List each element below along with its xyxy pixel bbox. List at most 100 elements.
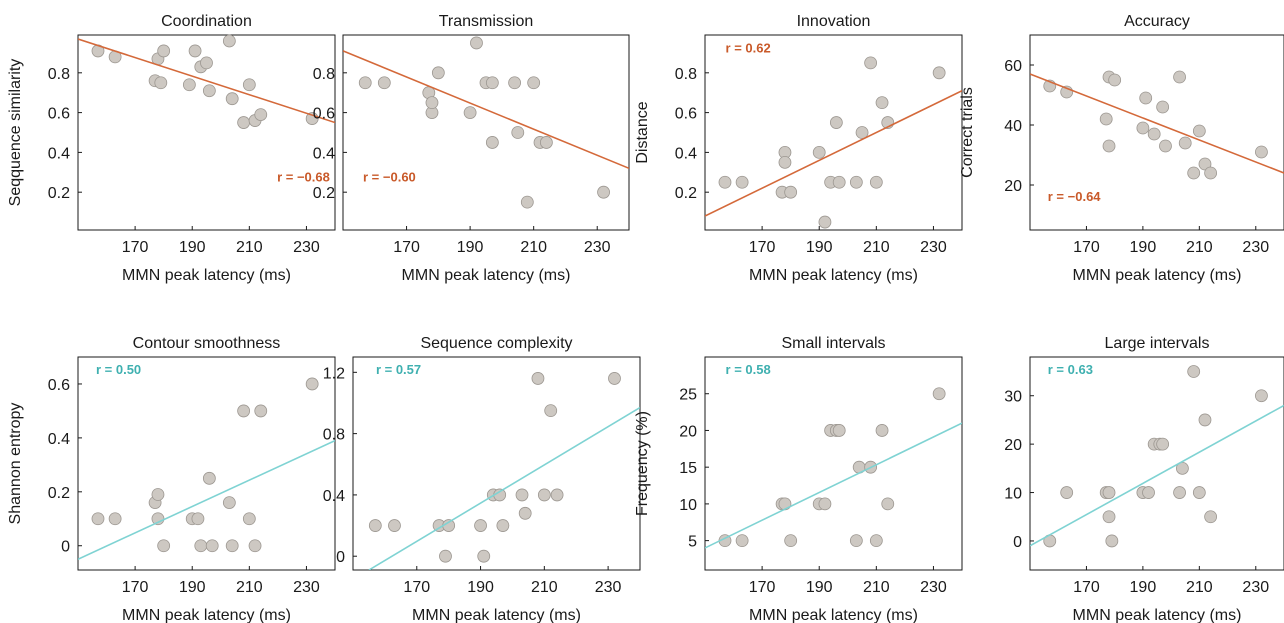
data-point (718, 175, 732, 189)
y-tick-label: 20 (679, 423, 697, 440)
y-tick-label: 0.2 (48, 185, 70, 202)
data-point (474, 519, 487, 532)
r-value-label: r = 0.50 (96, 362, 141, 377)
data-point (544, 404, 558, 418)
y-axis-label: Shannon entropy (7, 403, 24, 525)
data-point (818, 215, 832, 229)
chart-title: Contour smoothness (133, 335, 281, 352)
x-tick-label: 210 (863, 579, 890, 596)
data-point (511, 126, 525, 139)
plot-frame (342, 34, 630, 231)
data-point (1187, 365, 1201, 378)
fit-line (705, 422, 962, 549)
y-tick-label: 0.4 (48, 145, 70, 162)
chart-title: Small intervals (781, 335, 885, 352)
data-point (784, 185, 798, 199)
fit-line (1030, 73, 1284, 174)
y-tick-label: 1.2 (323, 365, 345, 382)
data-point (1192, 486, 1206, 499)
data-point (222, 34, 236, 48)
data-point (1060, 486, 1074, 499)
data-point (550, 488, 564, 502)
data-point (191, 512, 205, 526)
panel-0: Coordination 170 190 210 230 0.2 0.4 0.6 0.8 MMN … (7, 13, 336, 284)
y-tick-label: 0.4 (313, 145, 335, 162)
y-tick-label: 0.6 (48, 106, 70, 123)
data-point (778, 497, 792, 511)
panel-4: Contour smoothness 170 190 210 230 0 0.2 0.4 0.6… (7, 335, 336, 623)
chart-title: Coordination (161, 13, 252, 30)
y-tick-label: 0.4 (675, 145, 697, 162)
x-tick-label: 230 (293, 579, 320, 596)
data-point (377, 76, 391, 90)
data-point (869, 175, 883, 189)
data-point (1142, 486, 1155, 499)
data-point (91, 512, 105, 526)
x-tick-label: 210 (863, 239, 890, 256)
r-value-label: r = −0.60 (363, 169, 416, 184)
data-point (254, 108, 268, 121)
data-point (1173, 70, 1186, 84)
data-point (812, 145, 826, 159)
y-axis-label: Frequency (%) (634, 411, 651, 516)
data-point (425, 96, 439, 110)
x-tick-label: 190 (179, 579, 206, 596)
data-point (1099, 112, 1113, 126)
data-point (1108, 73, 1122, 87)
x-axis-label: MMN peak latency (ms) (1073, 267, 1242, 284)
x-axis-label: MMN peak latency (ms) (122, 267, 291, 284)
x-tick-label: 230 (920, 239, 947, 256)
data-point (358, 76, 372, 90)
y-tick-label: 0.6 (313, 106, 335, 123)
y-tick-label: 0.2 (675, 185, 697, 202)
data-point (439, 549, 452, 563)
data-point (1187, 166, 1201, 180)
chart-title: Large intervals (1105, 335, 1210, 352)
r-value-label: r = 0.62 (726, 41, 771, 56)
x-tick-label: 170 (749, 239, 776, 256)
y-tick-label: 0 (61, 539, 70, 556)
data-point (157, 44, 171, 58)
x-axis-label: MMN peak latency (ms) (749, 267, 918, 284)
data-point (1139, 91, 1153, 105)
x-tick-label: 190 (457, 239, 484, 256)
x-axis-label: MMN peak latency (ms) (122, 607, 291, 623)
data-point (496, 519, 510, 532)
data-point (829, 116, 843, 129)
x-tick-label: 210 (531, 579, 558, 596)
x-tick-label: 170 (122, 579, 149, 596)
x-tick-label: 230 (584, 239, 611, 256)
data-point (1198, 413, 1212, 427)
data-point (388, 519, 401, 532)
data-point (515, 488, 529, 502)
fit-line (368, 406, 640, 570)
data-point (431, 66, 445, 80)
y-tick-label: 0.4 (323, 488, 345, 505)
plot-frame (704, 356, 963, 571)
r-value-label: r = −0.68 (277, 169, 330, 184)
y-tick-label: 15 (679, 460, 697, 477)
x-tick-label: 170 (122, 239, 149, 256)
x-tick-label: 190 (179, 239, 206, 256)
y-tick-label: 5 (688, 534, 697, 551)
plot-frame (1029, 356, 1284, 571)
data-point (597, 185, 610, 199)
data-point (242, 78, 256, 92)
panel-5: Sequence complexity 170 190 210 230 0 0.4 0.8 1.… (323, 335, 641, 623)
y-tick-label: 0 (336, 549, 345, 566)
r-value-label: r = −0.64 (1048, 189, 1102, 204)
data-point (864, 56, 878, 70)
data-point (202, 471, 216, 485)
x-axis-label: MMN peak latency (ms) (402, 267, 571, 284)
data-point (254, 404, 268, 418)
data-point (108, 512, 122, 526)
data-point (368, 519, 382, 532)
data-point (1192, 124, 1206, 138)
x-tick-label: 170 (393, 239, 420, 256)
data-point (932, 66, 946, 80)
data-point (1147, 127, 1161, 141)
chart-title: Innovation (797, 13, 871, 30)
r-value-label: r = 0.57 (376, 362, 421, 377)
x-tick-label: 170 (749, 579, 776, 596)
data-point (518, 506, 532, 520)
